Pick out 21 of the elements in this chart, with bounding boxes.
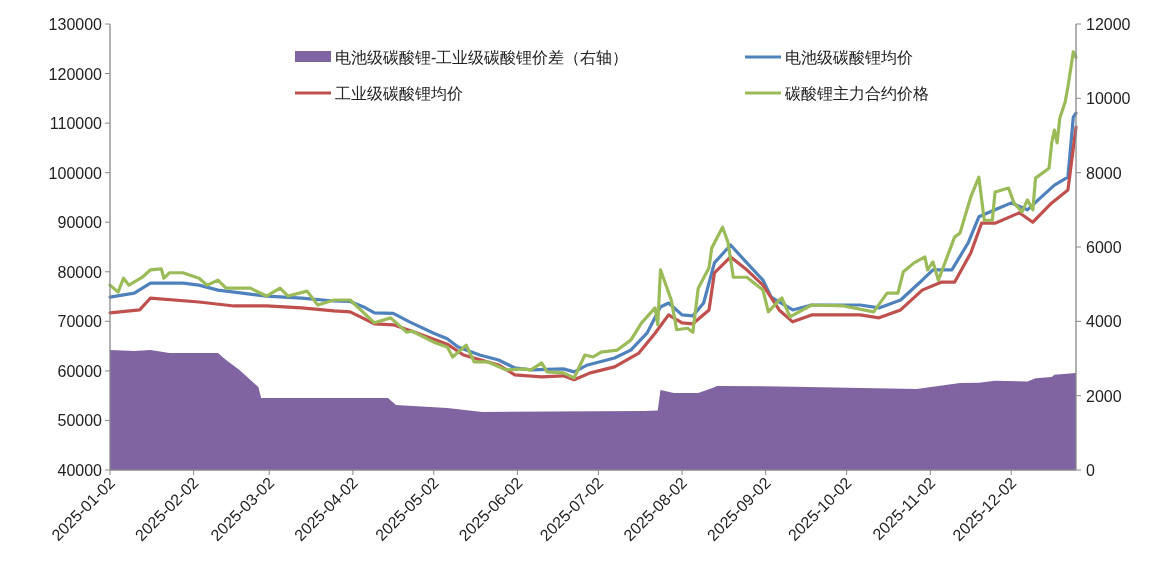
y-tick-label: 110000: [49, 115, 103, 133]
legend-label: 碳酸锂主力合约价格: [784, 85, 929, 102]
legend-label: 电池级碳酸锂均价: [785, 49, 913, 66]
y-tick-label: 80000: [57, 263, 103, 281]
y2-tick-label: 2000: [1086, 387, 1122, 405]
y-tick-label: 90000: [57, 214, 103, 232]
y-tick-label: 100000: [48, 164, 103, 182]
y2-tick-label: 8000: [1086, 164, 1122, 182]
y2-tick-label: 10000: [1086, 90, 1131, 108]
legend-label: 电池级碳酸锂-工业级碳酸锂价差（右轴）: [335, 49, 629, 66]
y-tick-label: 120000: [48, 65, 103, 83]
y2-tick-label: 4000: [1086, 313, 1122, 331]
y-tick-label: 70000: [57, 313, 103, 331]
y2-tick-label: 6000: [1086, 239, 1122, 256]
y-tick-label: 40000: [57, 462, 103, 479]
y-tick-label: 50000: [57, 412, 103, 430]
y2-tick-label: 0: [1086, 462, 1095, 479]
y-tick-label: 130000: [48, 16, 103, 33]
legend-label: 工业级碳酸锂均价: [335, 85, 463, 102]
y-tick-label: 60000: [57, 362, 103, 380]
y2-tick-label: 12000: [1086, 16, 1131, 33]
